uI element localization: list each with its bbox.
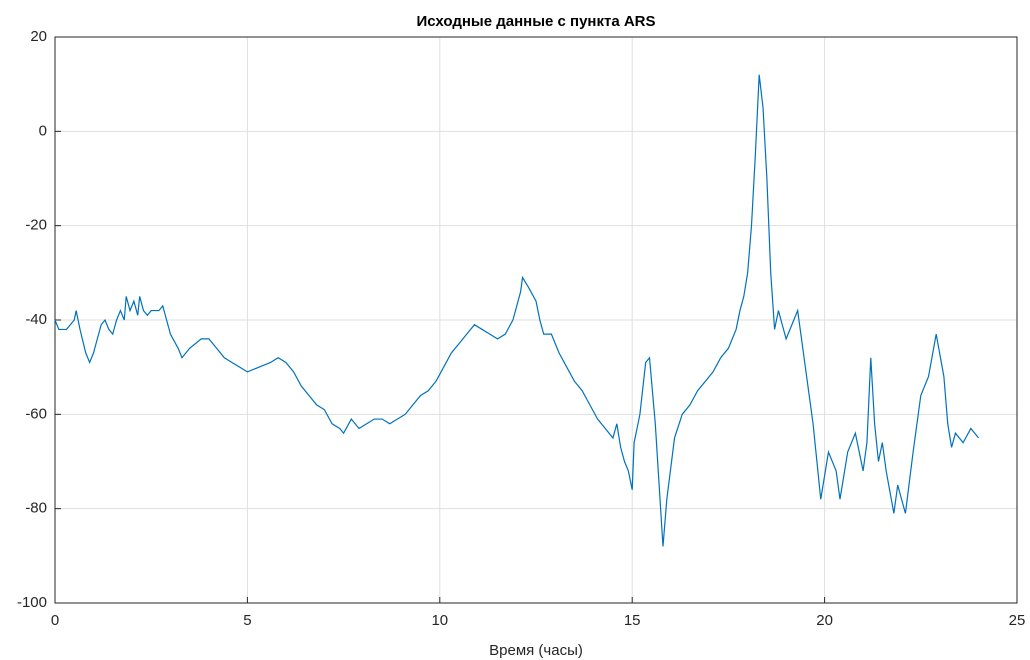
x-tick-label: 10 (431, 612, 448, 629)
y-tick-label: -100 (17, 594, 47, 611)
x-tick-label: 0 (51, 612, 59, 629)
x-tick-label: 15 (624, 612, 641, 629)
x-tick-label: 25 (1009, 612, 1026, 629)
data-line (54, 74, 979, 547)
y-tick-label: -60 (25, 405, 47, 422)
x-axis-label: Время (часы) (489, 642, 583, 659)
y-tick-label: -40 (25, 311, 47, 328)
chart-title: Исходные данные с пункта ARS (416, 13, 655, 30)
y-tick-label: 20 (30, 28, 47, 45)
x-tick-label: 20 (816, 612, 833, 629)
y-tick-label: -80 (25, 500, 47, 517)
x-tick-label: 5 (243, 612, 251, 629)
y-tick-label: -20 (25, 217, 47, 234)
y-tick-label: 0 (39, 122, 47, 139)
